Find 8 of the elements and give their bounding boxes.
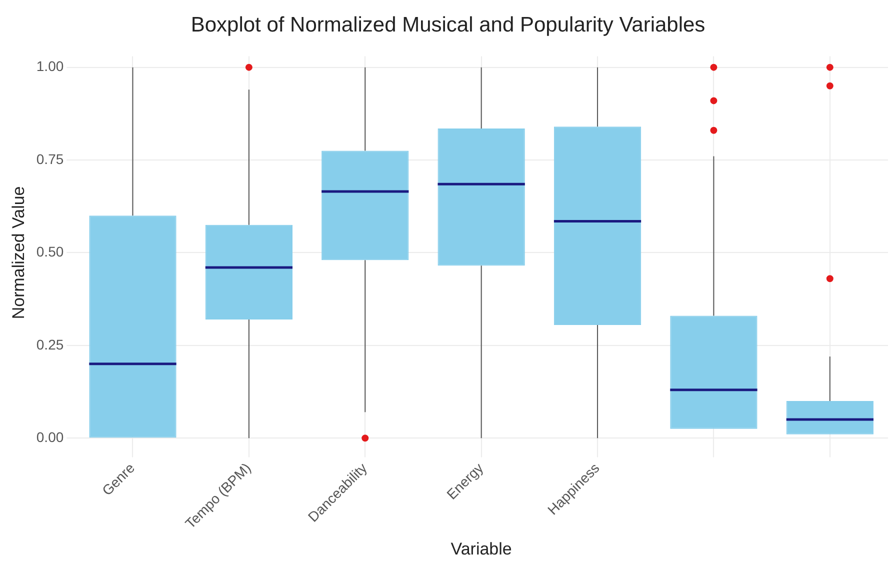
y-tick-label: 0.00 (36, 428, 64, 445)
y-tick-label: 0.50 (36, 244, 64, 260)
y-axis-title: Normalized Value (8, 186, 28, 320)
chart-title: Boxplot of Normalized Musical and Popularity Variables (190, 13, 706, 36)
y-tick-label: 0.75 (36, 150, 64, 167)
x-axis-title: Variable (450, 539, 512, 558)
y-tick-label: 1.00 (36, 58, 64, 74)
y-tick-label: 0.25 (36, 336, 64, 352)
